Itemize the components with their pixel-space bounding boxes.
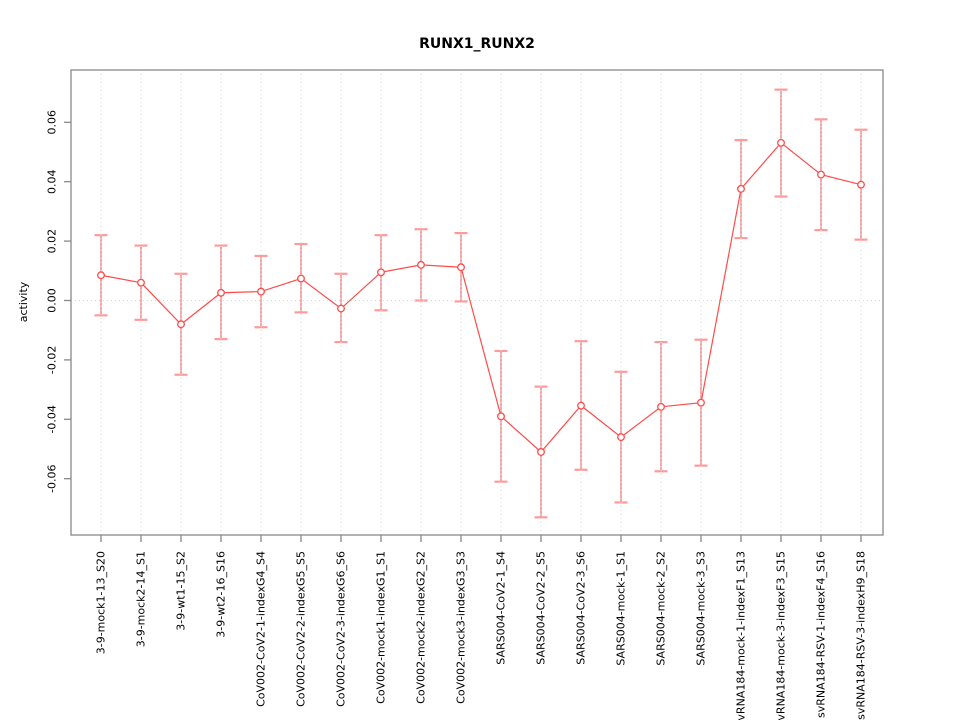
x-tick-label: SARS004-mock-3_S3	[695, 551, 708, 666]
x-tick-label: CoV002-CoV2-2-indexG5_S5	[295, 551, 308, 707]
y-tick-label: 0.06	[46, 110, 59, 135]
x-tick-label: 3-9-wt1-15_S2	[175, 551, 188, 631]
data-point	[377, 268, 385, 277]
data-point	[657, 402, 665, 411]
data-point	[457, 263, 465, 272]
data-point	[497, 412, 505, 421]
plot-border	[70, 69, 884, 536]
y-tick-label: 0.02	[46, 229, 59, 254]
x-tick-label: svRNA184-mock-3-indexF3_S15	[775, 551, 788, 720]
data-point	[177, 320, 185, 329]
x-tick-label: SARS004-CoV2-1_S4	[495, 551, 508, 665]
data-point	[577, 401, 585, 410]
chart-title: RUNX1_RUNX2	[419, 36, 535, 52]
data-point	[617, 433, 625, 442]
data-point	[257, 287, 265, 296]
data-point	[857, 180, 865, 189]
gridlines-layer	[71, 70, 883, 535]
data-point	[737, 184, 745, 193]
x-tick-label: svRNA184-RSV-3-indexH9_S18	[855, 551, 868, 720]
x-tick-label: svRNA184-RSV-1-indexF4_S16	[815, 551, 828, 718]
x-tick-label: CoV002-mock1-indexG1_S1	[375, 551, 388, 704]
y-tick-label: 0.04	[46, 169, 59, 194]
data-point	[537, 448, 545, 456]
data-point	[777, 138, 785, 147]
x-tick-label: CoV002-CoV2-1-indexG4_S4	[255, 551, 268, 707]
x-tick-label: CoV002-mock3-indexG3_S3	[455, 551, 468, 704]
series-line	[100, 141, 862, 453]
data-point	[137, 278, 145, 287]
x-tick-label: svRNA184-mock-1-indexF1_S13	[735, 551, 748, 720]
y-tick-label: 0.00	[46, 288, 59, 313]
axes-layer	[64, 69, 884, 542]
data-point	[337, 304, 345, 313]
data-point	[417, 260, 425, 269]
y-tick-label: -0.06	[46, 464, 59, 492]
x-tick-label: CoV002-CoV2-3-indexG6_S6	[335, 551, 348, 707]
y-tick-label: -0.02	[46, 346, 59, 374]
x-tick-label: 3-9-mock1-13_S20	[95, 551, 108, 654]
y-tick-label: -0.04	[46, 405, 59, 433]
data-point	[697, 398, 705, 407]
data-point	[817, 170, 825, 179]
error-bars-layer	[94, 88, 868, 519]
x-tick-label: 3-9-wt2-16_S16	[215, 551, 228, 638]
x-tick-label: SARS004-CoV2-2_S5	[535, 551, 548, 665]
series-layer	[97, 138, 865, 456]
data-point	[297, 274, 305, 283]
x-tick-label: SARS004-mock-1_S1	[615, 551, 628, 666]
x-tick-label: 3-9-mock2-14_S1	[135, 551, 148, 647]
x-tick-label: SARS004-CoV2-3_S6	[575, 551, 588, 665]
x-tick-label: CoV002-mock2-indexG2_S2	[415, 551, 428, 704]
data-point	[217, 288, 225, 297]
data-point	[97, 271, 105, 280]
x-tick-label: SARS004-mock-2_S2	[655, 551, 668, 666]
tick-labels-layer: 0.06 0.04 0.02 0.00 -0.02 -0.04 -0.06 3-9-mock1…	[46, 110, 868, 724]
y-axis-title: activity	[17, 281, 30, 322]
